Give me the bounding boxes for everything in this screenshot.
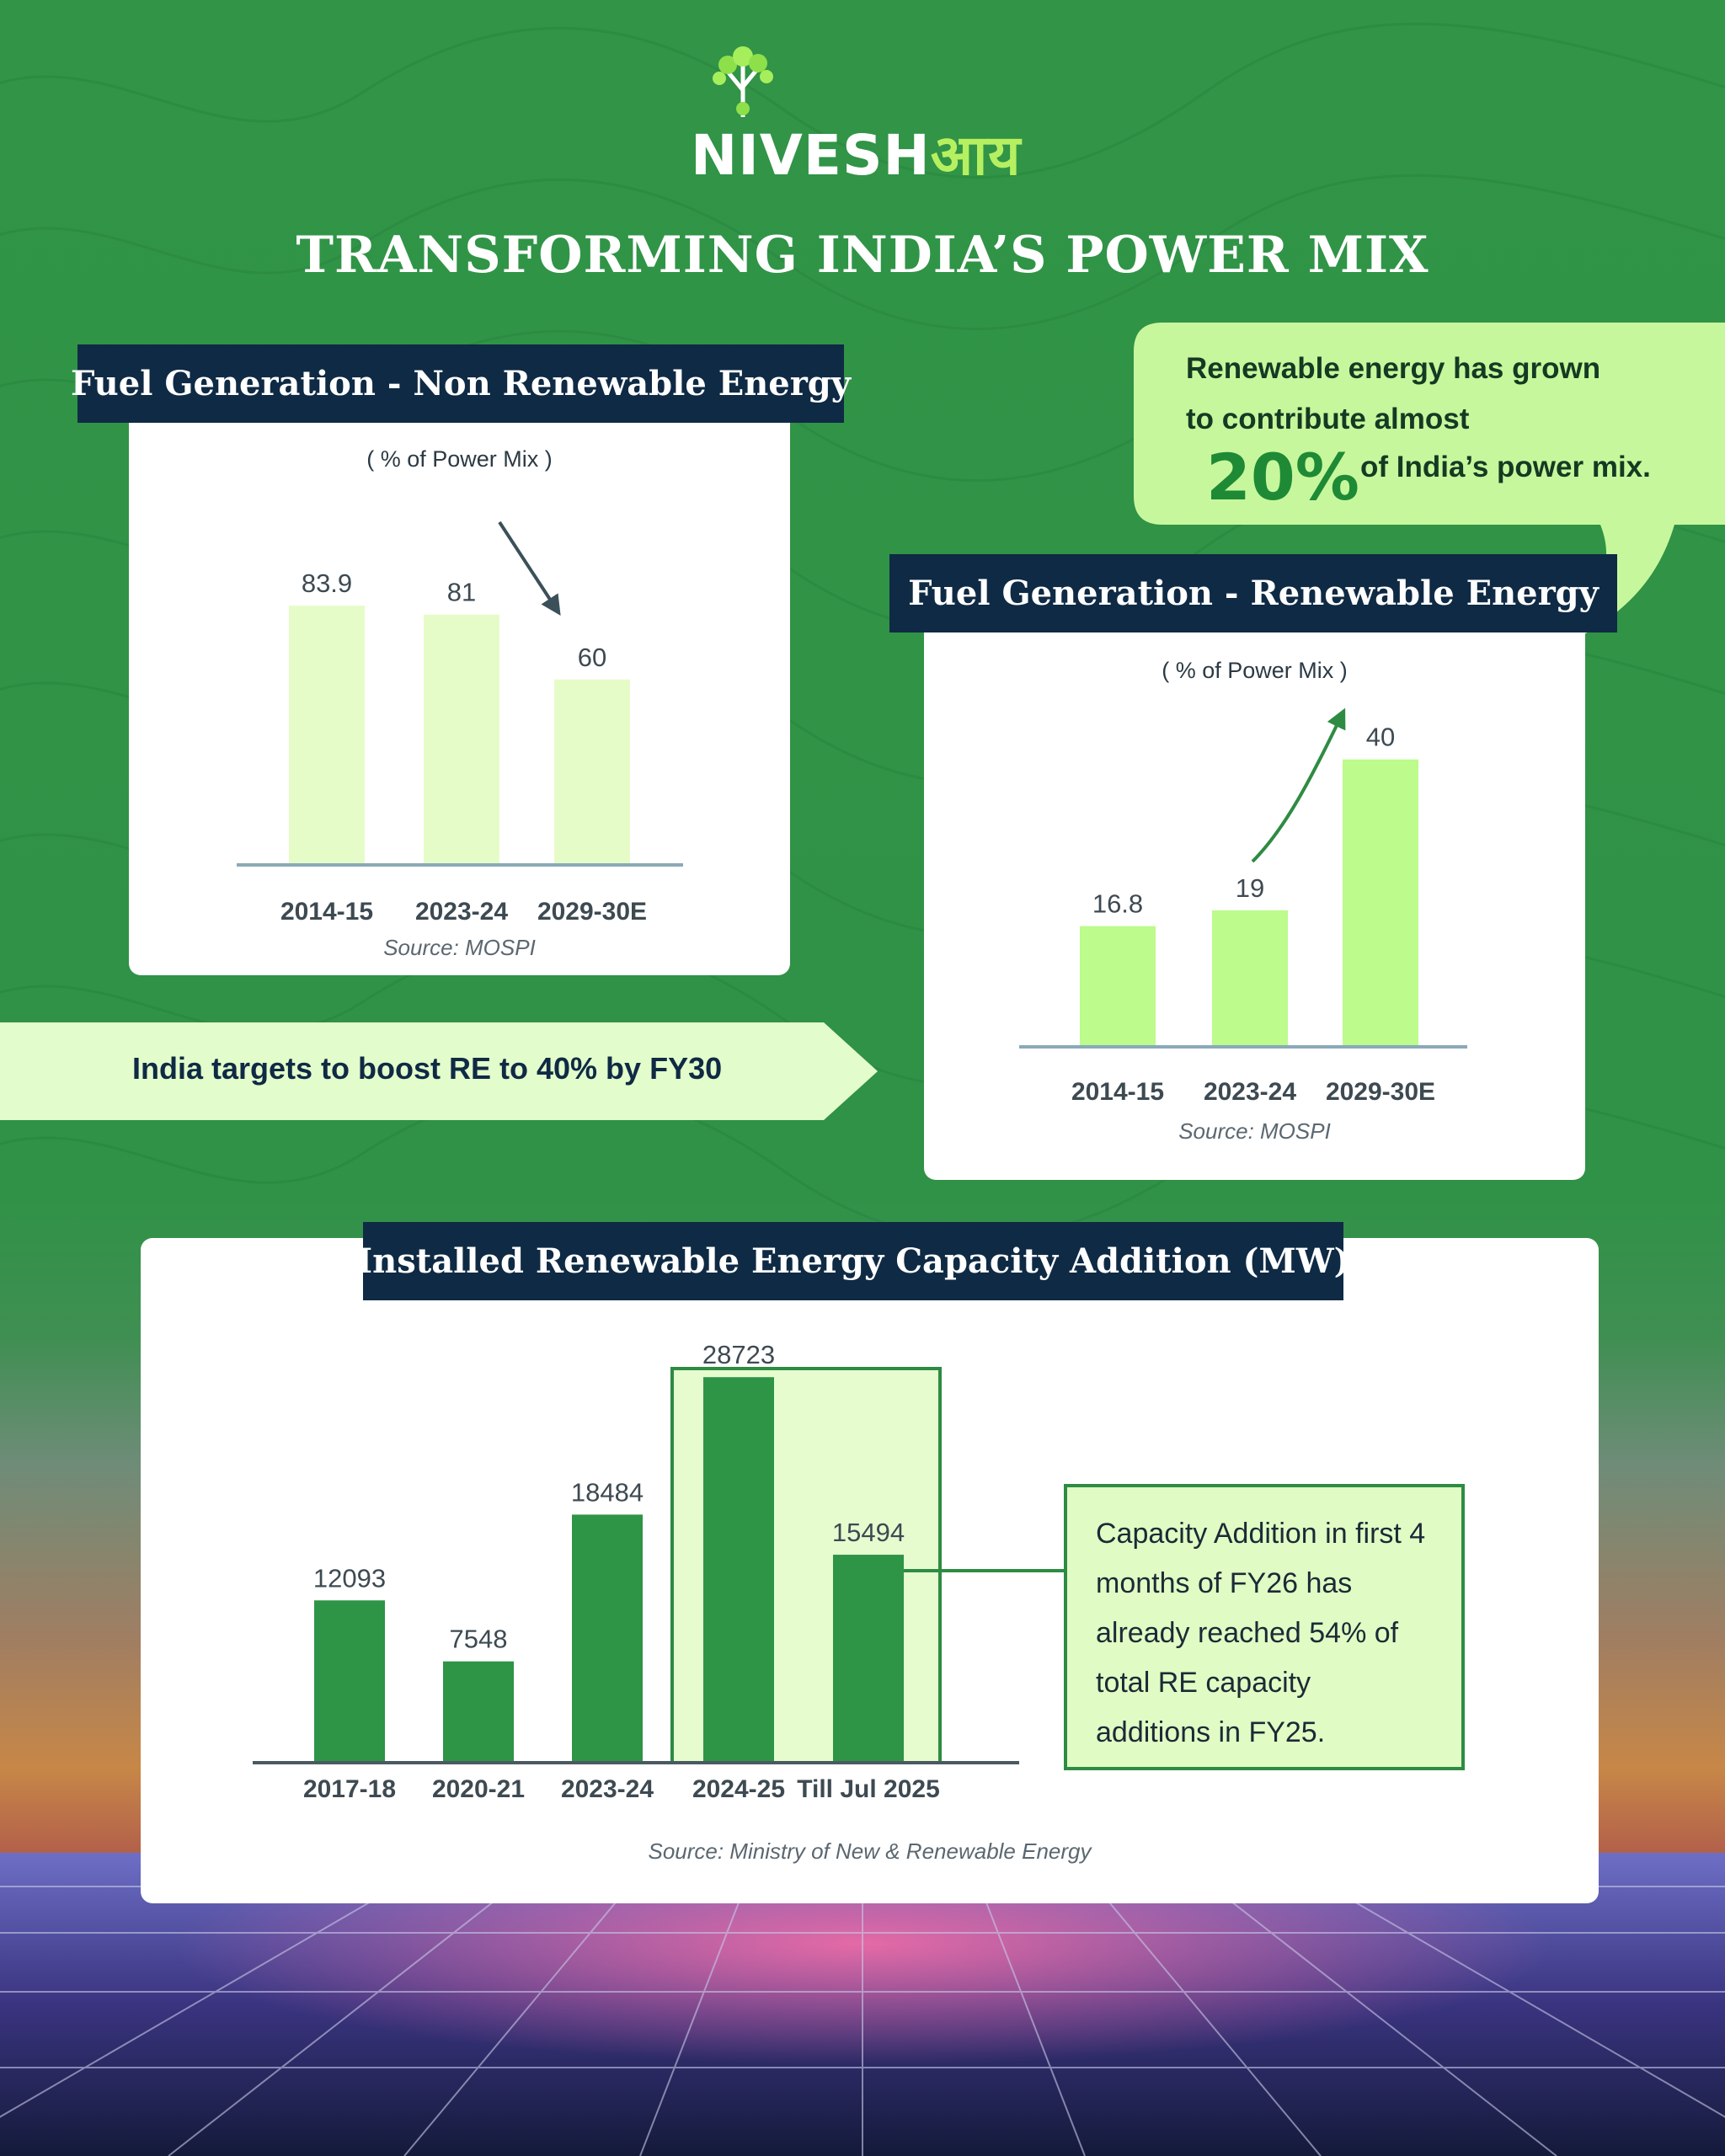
- non-renewable-bar-2: [554, 679, 630, 865]
- brand-name-hindi: आय: [930, 123, 1022, 188]
- capacity-bar-3: [703, 1377, 774, 1763]
- non-renewable-value-label-2: 60: [578, 643, 606, 672]
- non-renewable-value-label-1: 81: [447, 578, 476, 607]
- renewable-value-label-2: 40: [1366, 723, 1395, 752]
- capacity-chart: 12093 2017-18 7548 2020-21 18484 2023-24 28723…: [253, 1340, 1064, 1803]
- renewable-card: [924, 617, 1585, 1180]
- capacity-value-label-2: 18484: [571, 1477, 644, 1507]
- non-renewable-subtitle: ( % of Power Mix ): [366, 446, 553, 472]
- capacity-value-label-1: 7548: [450, 1625, 508, 1654]
- brand-logo: NIVESHआय: [691, 46, 1044, 188]
- capacity-tick-label-3: 2024-25: [692, 1775, 785, 1803]
- renewable-value-label-0: 16.8: [1092, 889, 1143, 919]
- renewable-tick-label-0: 2014-15: [1071, 1078, 1164, 1106]
- capacity-value-label-4: 15494: [832, 1518, 905, 1547]
- callout-bubble: [1134, 323, 1725, 662]
- capacity-tick-label-2: 2023-24: [561, 1775, 654, 1803]
- renewable-header: Fuel Generation - Renewable Energy: [889, 554, 1617, 632]
- target-banner-text: India targets to boost RE to 40% by FY30: [132, 1051, 723, 1086]
- capacity-tick-label-1: 2020-21: [432, 1775, 525, 1803]
- capacity-bar-0: [314, 1600, 385, 1763]
- renewable-chart: 16.8 2014-15 19 2023-24 40 2029-30E: [1019, 707, 1467, 1106]
- non-renewable-tick-label-1: 2023-24: [415, 898, 508, 926]
- tree-logo-icon: [713, 46, 773, 117]
- capacity-tick-label-0: 2017-18: [303, 1775, 396, 1803]
- capacity-value-label-3: 28723: [702, 1340, 775, 1369]
- non-renewable-tick-label-2: 2029-30E: [537, 898, 647, 926]
- non-renewable-header: Fuel Generation - Non Renewable Energy: [71, 344, 851, 423]
- renewable-bar-2: [1343, 759, 1418, 1047]
- renewable-tick-label-1: 2023-24: [1204, 1078, 1296, 1106]
- capacity-value-label-0: 12093: [313, 1563, 386, 1593]
- callout-percent: 20%: [1206, 440, 1359, 515]
- callout-line2: to contribute almost: [1186, 403, 1470, 435]
- capacity-bar-1: [443, 1661, 514, 1763]
- capacity-bar-2: [572, 1514, 643, 1763]
- capacity-bar-4: [833, 1555, 904, 1763]
- growth-arrow-icon: [1251, 707, 1346, 863]
- renewable-value-label-1: 19: [1236, 873, 1264, 903]
- callout-line1: Renewable energy has grown: [1186, 352, 1601, 385]
- renewable-subtitle: ( % of Power Mix ): [1162, 658, 1348, 683]
- renewable-bar-0: [1080, 926, 1156, 1047]
- non-renewable-source: Source: MOSPI: [383, 935, 536, 960]
- capacity-source: Source: Ministry of New & Renewable Ener…: [648, 1838, 1092, 1864]
- brand-name-latin: NIVESH: [691, 123, 931, 188]
- non-renewable-chart: 83.9 2014-15 81 2023-24 60 2029-30E: [237, 520, 683, 926]
- renewable-source: Source: MOSPI: [1178, 1118, 1331, 1144]
- callout-text: Renewable energy has grown to contribute…: [1186, 344, 1658, 445]
- non-renewable-tick-label-0: 2014-15: [280, 898, 373, 926]
- capacity-header: Installed Renewable Energy Capacity Addi…: [356, 1222, 1350, 1300]
- brand-wordmark: NIVESHआय: [691, 115, 1021, 191]
- capacity-note: Capacity Addition in first 4 months of F…: [1064, 1484, 1465, 1770]
- decline-arrow-icon: [498, 520, 561, 616]
- renewable-bar-1: [1212, 910, 1288, 1047]
- renewable-tick-label-2: 2029-30E: [1326, 1078, 1435, 1106]
- callout-line3: of India’s power mix.: [1360, 451, 1651, 483]
- capacity-tick-label-4: Till Jul 2025: [797, 1775, 940, 1803]
- non-renewable-bar-0: [289, 606, 365, 865]
- non-renewable-bar-1: [424, 614, 499, 865]
- solar-panels-image: [0, 1853, 1725, 2156]
- non-renewable-value-label-0: 83.9: [302, 568, 352, 598]
- page-title: TRANSFORMING INDIA’S POWER MIX: [296, 226, 1429, 285]
- target-banner: [0, 1022, 878, 1120]
